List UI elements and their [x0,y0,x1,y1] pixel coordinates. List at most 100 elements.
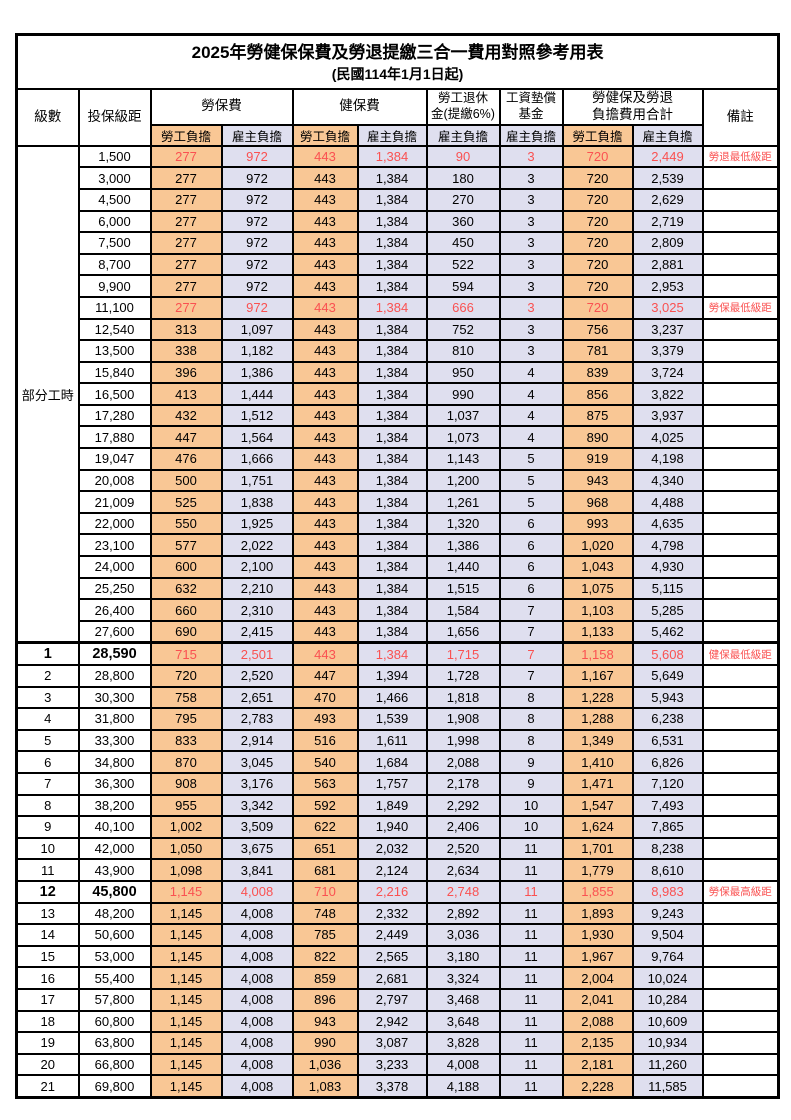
cell-health-employer: 1,384 [356,511,428,536]
cell-level: 1 [15,641,80,667]
cell-labor-employer: 1,666 [220,447,294,471]
cell-level: 14 [15,923,80,947]
cell-labor-employee: 577 [149,533,223,558]
cell-total-employer: 7,493 [631,793,704,818]
cell-labor-employee: 632 [149,576,223,601]
cell-total-employer: 5,462 [631,619,704,644]
cell-labor-employee: 758 [149,685,223,710]
cell-pension-employer: 2,748 [425,879,501,904]
cell-health-employee: 443 [291,447,359,471]
cell-total-employee: 856 [561,382,634,406]
col-header-total-line1: 勞健保及勞退 [592,90,673,105]
cell-wage-fund-employer: 3 [498,187,564,212]
cell-health-employer: 1,757 [356,771,428,796]
cell-labor-employer: 972 [220,274,294,298]
table-row: 19,047 476 1,666 443 1,384 1,143 5 919 4,198 [17,447,780,471]
cell-total-employee: 756 [561,317,634,342]
page-title: 2025年勞健保保費及勞退提繳三合一費用對照參考用表 [191,43,604,63]
cell-health-employee: 710 [291,879,359,904]
cell-bracket: 16,500 [77,382,152,406]
cell-health-employer: 1,384 [356,598,428,622]
cell-total-employee: 1,779 [561,858,634,882]
cell-wage-fund-employer: 11 [498,923,564,947]
cell-remark [701,598,780,622]
table-body: 部分工時 1,500 277 972 443 1,384 90 3 720 2,449 勞退最低級距… [15,144,780,1099]
cell-total-employer: 8,610 [631,858,704,882]
cell-wage-fund-employer: 3 [498,209,564,234]
cell-pension-employer: 1,320 [425,511,501,536]
cell-wage-fund-employer: 4 [498,360,564,385]
cell-remark [701,1074,780,1099]
cell-labor-employee: 338 [149,339,223,363]
cell-total-employer: 4,198 [631,447,704,471]
cell-total-employer: 4,798 [631,533,704,558]
cell-health-employee: 443 [291,166,359,190]
table-row: 11,100 277 972 443 1,384 666 3 720 3,025 勞保最低級距 [17,295,780,320]
cell-wage-fund-employer: 3 [498,274,564,298]
cell-health-employer: 3,378 [356,1074,428,1099]
cell-labor-employee: 432 [149,403,223,428]
cell-wage-fund-employer: 5 [498,490,564,514]
cell-health-employee: 443 [291,317,359,342]
cell-health-employer: 2,449 [356,923,428,947]
cell-total-employer: 8,983 [631,879,704,904]
cell-labor-employee: 1,145 [149,966,223,990]
cell-remark [701,750,780,774]
cell-total-employer: 6,531 [631,728,704,753]
table-row: 20 66,800 1,145 4,008 1,036 3,233 4,008 11 2,181… [15,1052,780,1077]
cell-health-employee: 443 [291,144,359,169]
cell-health-employee: 651 [291,836,359,861]
cell-wage-fund-employer: 11 [498,836,564,861]
cell-labor-employee: 795 [149,707,223,731]
cell-level: 6 [15,750,80,774]
cell-remark [701,468,780,493]
cell-health-employee: 785 [291,923,359,947]
cell-total-employee: 720 [561,166,634,190]
col-header-wage-fund-line1: 工資墊償 [505,91,556,106]
cell-labor-employee: 476 [149,447,223,471]
cell-health-employee: 443 [291,598,359,622]
cell-total-employee: 1,701 [561,836,634,861]
cell-health-employer: 1,384 [356,317,428,342]
table-row: 2 28,800 720 2,520 447 1,394 1,728 7 1,167 5,649 [15,664,780,688]
cell-labor-employer: 4,008 [220,944,294,969]
cell-total-employee: 2,004 [561,966,634,990]
cell-total-employer: 9,504 [631,923,704,947]
cell-total-employee: 1,288 [561,707,634,731]
cell-health-employee: 896 [291,987,359,1012]
table-row: 13,500 338 1,182 443 1,384 810 3 781 3,379 [17,339,780,363]
table-row: 6,000 277 972 443 1,384 360 3 720 2,719 [17,209,780,234]
cell-bracket: 28,800 [77,664,152,688]
cell-total-employer: 3,937 [631,403,704,428]
cell-total-employer: 3,379 [631,339,704,363]
cell-total-employee: 2,181 [561,1052,634,1077]
cell-total-employer: 5,285 [631,598,704,622]
cell-health-employee: 443 [291,576,359,601]
cell-health-employee: 540 [291,750,359,774]
cell-labor-employer: 972 [220,209,294,234]
cell-health-employee: 443 [291,403,359,428]
cell-labor-employer: 4,008 [220,879,294,904]
cell-labor-employer: 4,008 [220,1074,294,1099]
cell-wage-fund-employer: 11 [498,858,564,882]
cell-wage-fund-employer: 8 [498,728,564,753]
cell-health-employer: 1,384 [356,231,428,255]
cell-health-employee: 443 [291,274,359,298]
cell-total-employee: 781 [561,339,634,363]
cell-remark: 勞退最低級距 [701,144,780,169]
cell-health-employee: 443 [291,641,359,667]
col-header-labor-insurance: 勞保費 [149,88,294,126]
cell-wage-fund-employer: 3 [498,252,564,277]
cell-remark [701,274,780,298]
cell-total-employer: 5,608 [631,641,704,667]
cell-wage-fund-employer: 11 [498,1074,564,1099]
cell-total-employer: 2,539 [631,166,704,190]
cell-health-employer: 1,384 [356,209,428,234]
cell-total-employee: 993 [561,511,634,536]
col-header-wage-fund: 工資墊償 基金 [498,88,564,126]
cell-labor-employee: 1,050 [149,836,223,861]
cell-labor-employee: 1,098 [149,858,223,882]
cell-health-employer: 1,384 [356,533,428,558]
table-row: 4 31,800 795 2,783 493 1,539 1,908 8 1,288 6,238 [15,707,780,731]
table-row: 24,000 600 2,100 443 1,384 1,440 6 1,043 4,930 [17,555,780,579]
